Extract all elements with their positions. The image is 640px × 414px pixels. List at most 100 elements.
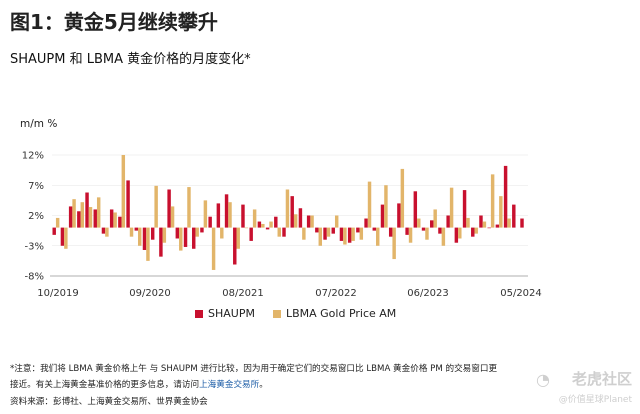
bar-shaupm bbox=[109, 209, 114, 228]
bar-shaupm bbox=[224, 194, 229, 228]
bar-lbma bbox=[277, 227, 281, 237]
watermark: ◔ 老虎社区 @价值星球Planet bbox=[536, 364, 636, 412]
bar-lbma bbox=[458, 227, 462, 239]
bar-shaupm bbox=[52, 227, 56, 235]
bar-lbma bbox=[417, 218, 421, 228]
bar-shaupm bbox=[306, 215, 311, 228]
bar-shaupm bbox=[216, 203, 221, 228]
bar-lbma bbox=[203, 200, 208, 228]
y-tick-label: 7% bbox=[28, 181, 44, 192]
bar-shaupm bbox=[85, 192, 89, 228]
bar-lbma bbox=[392, 227, 396, 260]
bar-shaupm bbox=[405, 227, 409, 235]
legend-label-shaupm: SHAUPM bbox=[208, 307, 255, 320]
bar-shaupm bbox=[479, 215, 483, 228]
bar-lbma bbox=[252, 209, 257, 228]
bar-shaupm bbox=[397, 203, 401, 228]
y-tick-label: -8% bbox=[25, 272, 44, 283]
bar-lbma bbox=[64, 227, 68, 249]
bar-lbma bbox=[474, 227, 478, 234]
bar-lbma bbox=[96, 197, 101, 228]
bar-lbma bbox=[146, 227, 150, 261]
bar-shaupm bbox=[520, 218, 524, 228]
bar-shaupm bbox=[150, 227, 155, 240]
bar-shaupm bbox=[298, 208, 303, 228]
bar-shaupm bbox=[462, 190, 467, 228]
bar-shaupm bbox=[257, 221, 262, 228]
bar-shaupm bbox=[364, 218, 368, 228]
y-tick-label: 2% bbox=[28, 211, 44, 222]
bar-lbma bbox=[293, 214, 298, 228]
bar-lbma bbox=[359, 227, 364, 240]
bar-lbma bbox=[244, 227, 249, 229]
bar-shaupm bbox=[249, 227, 253, 241]
bar-shaupm bbox=[265, 227, 270, 230]
bar-shaupm bbox=[413, 191, 418, 228]
bar-shaupm bbox=[118, 216, 122, 228]
footnote-text: 接近。有关上海黄金基准价格的更多信息，请访问 bbox=[10, 380, 200, 390]
bar-lbma bbox=[187, 187, 191, 228]
bar-shaupm bbox=[380, 204, 385, 228]
bar-lbma bbox=[261, 223, 265, 228]
bar-lbma bbox=[507, 218, 511, 228]
x-tick-label: 07/2022 bbox=[315, 288, 357, 299]
bar-shaupm bbox=[503, 165, 508, 228]
bar-lbma bbox=[129, 227, 134, 237]
bar-shaupm bbox=[233, 227, 237, 265]
bar-shaupm bbox=[315, 227, 319, 233]
footnote-line-2: 接近。有关上海黄金基准价格的更多信息，请访问上海黄金交易所。 bbox=[10, 378, 268, 390]
bar-shaupm bbox=[323, 227, 327, 240]
bar-shaupm bbox=[183, 227, 188, 247]
sge-link[interactable]: 上海黄金交易所 bbox=[199, 380, 260, 390]
x-tick-label: 08/2021 bbox=[222, 288, 264, 299]
bar-shaupm bbox=[388, 227, 393, 237]
bar-lbma bbox=[138, 227, 142, 246]
bar-lbma bbox=[376, 227, 380, 246]
bar-lbma bbox=[236, 227, 240, 249]
bar-lbma bbox=[351, 227, 355, 241]
bar-shaupm bbox=[454, 227, 459, 243]
y-tick-label: -3% bbox=[25, 241, 44, 252]
bar-lbma bbox=[408, 227, 413, 243]
watermark-handle: @价值星球Planet bbox=[558, 395, 632, 405]
bar-lbma bbox=[482, 221, 487, 228]
legend-swatch-shaupm bbox=[195, 309, 203, 318]
bar-shaupm bbox=[68, 206, 73, 228]
bar-lbma bbox=[179, 227, 183, 251]
bar-lbma bbox=[318, 227, 323, 246]
bar-shaupm bbox=[495, 224, 500, 228]
bar-lbma bbox=[228, 202, 232, 228]
bar-shaupm bbox=[372, 227, 377, 231]
bar-shaupm bbox=[347, 227, 352, 243]
x-tick-label: 10/2019 bbox=[37, 288, 79, 299]
bar-shaupm bbox=[175, 227, 180, 239]
bar-lbma bbox=[433, 209, 437, 228]
bar-lbma bbox=[154, 185, 158, 228]
bar-shaupm bbox=[241, 204, 245, 228]
bar-lbma bbox=[310, 215, 314, 228]
bar-shaupm bbox=[200, 227, 204, 233]
bar-shaupm bbox=[134, 227, 139, 231]
bar-shaupm bbox=[430, 220, 434, 228]
bar-lbma bbox=[269, 221, 273, 228]
bar-shaupm bbox=[274, 216, 278, 228]
bar-lbma bbox=[113, 212, 117, 228]
x-tick-label: 06/2023 bbox=[407, 288, 449, 299]
bar-lbma bbox=[302, 227, 306, 240]
footnote-line-1: *注意：我们将 LBMA 黄金价格上午 与 SHAUPM 进行比较，因为用于确定… bbox=[10, 364, 498, 374]
bar-shaupm bbox=[471, 227, 475, 237]
bar-shaupm bbox=[438, 227, 442, 234]
bar-shaupm bbox=[356, 227, 360, 233]
bar-shaupm bbox=[331, 227, 335, 234]
bar-lbma bbox=[499, 196, 503, 228]
bar-shaupm bbox=[126, 180, 130, 228]
footnote-end: 。 bbox=[259, 380, 268, 390]
chart-subtitle: SHAUPM 和 LBMA 黄金价格的月度变化* bbox=[10, 52, 251, 67]
bar-shaupm bbox=[282, 227, 286, 237]
bar-shaupm bbox=[142, 227, 147, 250]
bar-chart: 12% 7% 2% -3% -8% 10/2019 09/2020 08/2021 07/202… bbox=[22, 151, 542, 300]
legend-label-lbma: LBMA Gold Price AM bbox=[285, 307, 397, 320]
watermark-text: 老虎社区 bbox=[571, 370, 632, 388]
bar-shaupm bbox=[93, 209, 97, 228]
bar-lbma bbox=[400, 168, 405, 228]
